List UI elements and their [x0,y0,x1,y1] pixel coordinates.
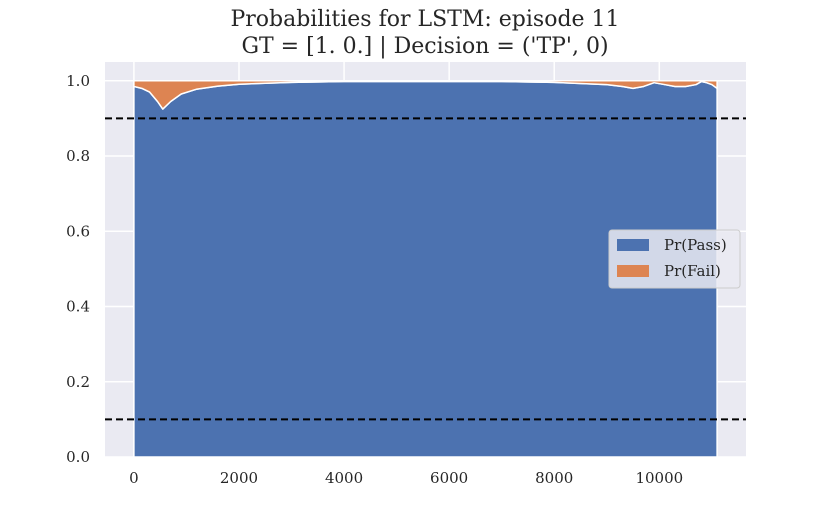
x-tick-label-5: 10000 [635,469,683,487]
areas [133,80,718,458]
y-tick-label-4: 0.8 [66,147,90,165]
legend: Pr(Pass) Pr(Fail) [608,229,741,289]
area-series-1 [133,80,718,110]
x-axis-ticks: 0 2000 4000 6000 8000 10000 [129,469,683,487]
threshold-lines [105,117,746,421]
legend-label-1: Pr(Fail) [664,262,721,280]
x-tick-label-0: 0 [129,469,139,487]
y-tick-label-0: 0.0 [66,448,90,466]
legend-swatch-1 [617,265,649,277]
legend-label-0: Pr(Pass) [664,236,727,254]
chart-title: Probabilities for LSTM: episode 11 [230,7,619,32]
chart-subtitle: GT = [1. 0.] | Decision = ('TP', 0) [241,34,608,59]
y-tick-label-5: 1.0 [66,72,90,90]
y-axis-ticks: 0.0 0.2 0.4 0.6 0.8 1.0 [66,72,90,466]
x-tick-label-2: 4000 [325,469,363,487]
x-tick-label-1: 2000 [220,469,258,487]
y-tick-label-2: 0.4 [66,298,90,316]
x-tick-label-4: 8000 [535,469,573,487]
y-tick-label-1: 0.2 [66,373,90,391]
x-tick-label-3: 6000 [430,469,468,487]
legend-swatch-0 [617,239,649,251]
y-tick-label-3: 0.6 [66,222,90,240]
